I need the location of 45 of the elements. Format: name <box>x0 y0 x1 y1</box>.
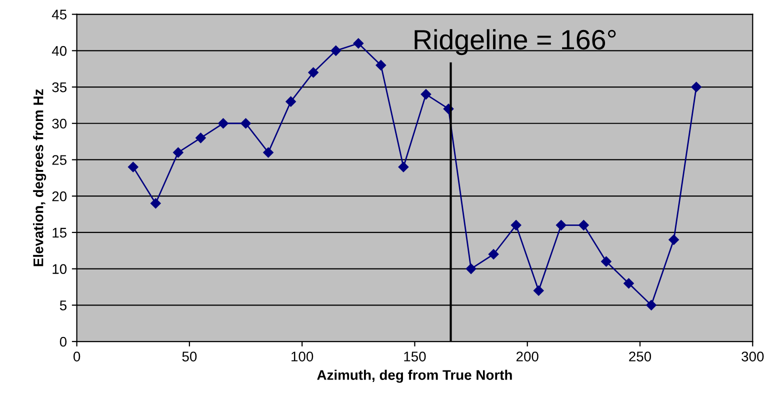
point <box>218 118 228 128</box>
point <box>466 264 476 274</box>
point <box>240 118 251 128</box>
x-tick-label: 0 <box>73 352 80 362</box>
x-tick-label: 150 <box>404 352 426 362</box>
point <box>173 147 184 158</box>
point <box>534 286 544 296</box>
y-tick-label: 15 <box>52 228 66 238</box>
x-tick-label: 100 <box>292 352 314 362</box>
point <box>330 46 341 56</box>
y-tick-label: 25 <box>52 155 66 165</box>
y-tick-label: 35 <box>52 82 66 92</box>
point <box>624 278 634 288</box>
point <box>150 198 161 208</box>
point <box>556 220 566 230</box>
x-tick-label: 200 <box>516 352 538 362</box>
y-tick-label: 0 <box>60 336 67 347</box>
x-tick-label: 50 <box>182 352 197 362</box>
point <box>353 38 364 49</box>
y-tick-label: 45 <box>52 10 66 20</box>
point <box>308 67 318 78</box>
point <box>263 147 274 158</box>
point <box>196 132 206 144</box>
point <box>601 256 612 267</box>
y-tick-label: 5 <box>60 300 66 310</box>
y-tick-label: 30 <box>52 118 67 129</box>
y-axis-title: Elevation, degrees from Hz <box>33 89 46 266</box>
point <box>668 234 679 245</box>
point <box>691 82 702 92</box>
point <box>646 300 656 310</box>
point <box>578 220 589 230</box>
point <box>376 60 386 70</box>
y-tick-label: 10 <box>52 264 67 274</box>
x-tick-label: 300 <box>742 352 764 362</box>
point <box>398 162 409 172</box>
point <box>420 89 432 100</box>
point <box>286 96 296 107</box>
x-tick-label: 250 <box>629 352 652 362</box>
ref-line-label: Ridgeline = 166° <box>414 29 616 56</box>
point <box>510 220 522 230</box>
point <box>128 162 138 172</box>
y-tick-label: 20 <box>52 191 67 202</box>
y-tick-label: 40 <box>52 46 67 56</box>
point <box>488 249 499 260</box>
x-axis-title: Azimuth, deg from True North <box>317 370 512 383</box>
